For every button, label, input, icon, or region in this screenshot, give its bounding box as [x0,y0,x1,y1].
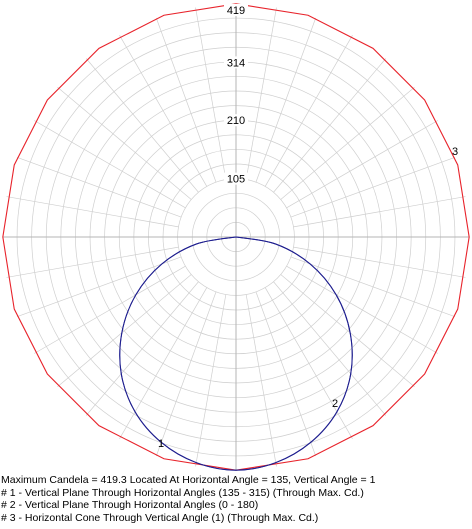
grid-spoke [255,17,317,183]
grid-spoke [245,7,277,180]
tick-label-bg [224,172,248,185]
series-2-vertical-plane [119,236,353,471]
tick-label-bg [224,4,248,16]
tick-label-bg [224,56,248,69]
grid-spoke [264,35,353,187]
radial-tick-label: 210 [227,115,245,127]
grid-spoke [280,274,415,388]
radial-tick-label: 105 [227,174,245,186]
series-2-label: 2 [332,398,338,410]
grid-spoke [6,246,179,278]
grid-spoke [57,274,192,388]
grid-spoke [195,294,227,467]
legend-entry-1: # 1 - Vertical Plane Through Horizontal … [1,486,364,499]
grid-spoke [245,294,277,467]
grid-spoke [119,287,208,439]
chart-legend: Maximum Candela = 419.3 Located At Horiz… [1,474,471,524]
polar-chart: 105 210 314 419 1 2 3 [2,3,470,471]
legend-entry-2: # 2 - Vertical Plane Through Horizontal … [1,499,259,511]
grid-spoke [85,281,199,416]
grid-spoke [255,291,317,457]
grid-spoke [34,120,186,209]
grid-spoke [155,291,217,457]
grid-spoke [273,281,387,416]
polar-grid [3,4,469,470]
grid-spoke [286,265,438,354]
label-layer: 105 210 314 419 1 2 3 [158,4,458,450]
tick-label-bg [224,114,248,127]
radial-tick-label: 314 [227,57,245,69]
grid-spoke [85,58,199,193]
radial-tick-label: 419 [227,5,245,17]
grid-spoke [273,58,387,193]
grid-spoke [195,7,227,180]
grid-spoke [155,17,217,183]
grid-spoke [293,196,466,228]
grid-spoke [16,256,182,318]
grid-spoke [290,156,456,218]
grid-spoke [286,120,438,209]
series-3-label: 3 [452,146,458,158]
legend-entry-3: # 3 - Horizontal Cone Through Vertical A… [1,511,319,524]
grid-spoke [264,287,353,439]
max-candela-text: Maximum Candela = 419.3 Located At Horiz… [1,474,376,486]
grid-spoke [57,86,192,200]
series-layer [2,3,470,471]
grid-spoke [16,156,182,218]
grid-spoke [119,35,208,187]
grid-spoke [6,196,179,228]
grid-spoke [34,265,186,354]
grid-spoke [293,246,466,278]
grid-spoke [290,256,456,318]
grid-spoke [280,86,415,200]
series-1-label: 1 [158,438,164,450]
